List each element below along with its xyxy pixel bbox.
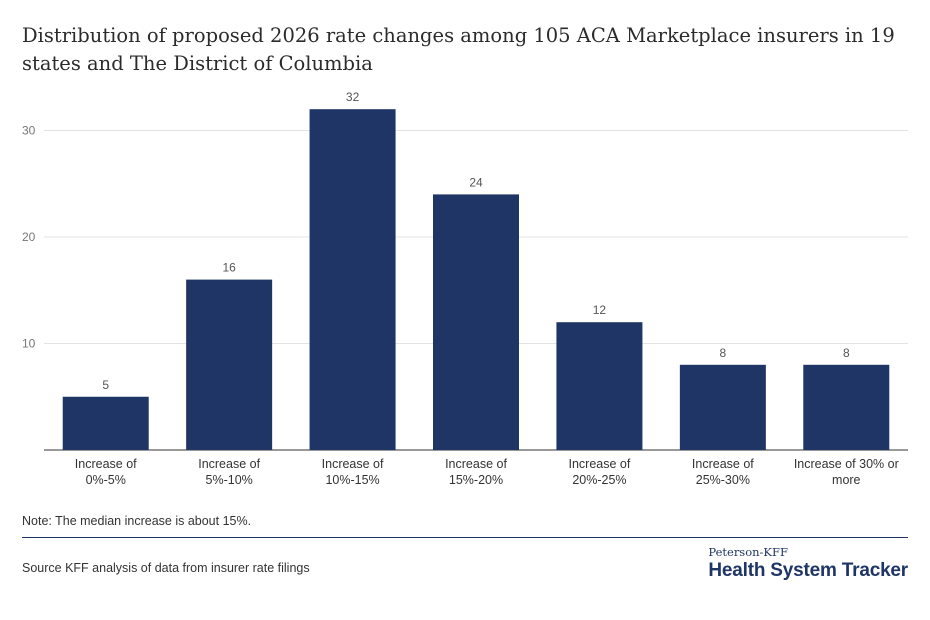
data-label: 8	[720, 346, 727, 360]
x-tick-label-line: 15%-20%	[449, 473, 503, 487]
y-axis-ticks: 10 20 30	[22, 124, 36, 351]
logo-main-text: Health System Tracker	[708, 560, 908, 581]
brand-logo[interactable]: Peterson-KFF Health System Tracker	[708, 545, 908, 582]
x-tick-label-line: Increase of 30% or	[794, 457, 899, 471]
x-tick-label-line: 20%-25%	[572, 473, 626, 487]
footer-divider	[22, 537, 908, 538]
x-axis-labels: Increase of 0%-5%Increase of 5%-10%Increas…	[75, 457, 899, 487]
x-tick-label: Increase of 0%-5%	[75, 457, 137, 487]
data-label: 5	[102, 378, 109, 392]
x-tick-label-line: Increase of	[569, 457, 631, 471]
data-label: 24	[469, 175, 483, 189]
x-tick-label-line: Increase of	[692, 457, 754, 471]
bar[interactable]	[186, 279, 273, 450]
chart-source: Source KFF analysis of data from insurer…	[22, 561, 310, 575]
x-tick-label: Increase of 30% or more	[794, 457, 899, 487]
bar[interactable]	[803, 364, 890, 450]
data-label: 32	[346, 90, 360, 104]
x-tick-label-line: 5%-10%	[206, 473, 253, 487]
bar[interactable]	[556, 322, 643, 450]
bar[interactable]	[62, 396, 149, 450]
x-tick-label-line: 0%-5%	[86, 473, 126, 487]
data-label: 16	[222, 261, 236, 275]
bar[interactable]	[433, 194, 519, 450]
data-label: 8	[843, 346, 850, 360]
x-tick-label: Increase of 15%-20%	[445, 457, 507, 487]
x-tick-label-line: Increase of	[198, 457, 260, 471]
x-tick-label-line: Increase of	[445, 457, 507, 471]
data-labels: 5 16 32 24 12 8 8	[102, 90, 850, 392]
bar[interactable]	[309, 109, 396, 450]
chart-title: Distribution of proposed 2026 rate chang…	[22, 24, 895, 75]
x-tick-label: Increase of 20%-25%	[569, 457, 631, 487]
x-tick-label-line: Increase of	[322, 457, 384, 471]
x-tick-label-line: 25%-30%	[696, 473, 750, 487]
y-tick-label: 10	[22, 337, 36, 351]
chart-note: Note: The median increase is about 15%.	[22, 514, 252, 528]
y-tick-label: 20	[22, 230, 36, 244]
x-tick-label-line: Increase of	[75, 457, 137, 471]
data-label: 12	[593, 303, 607, 317]
x-tick-label: Increase of 5%-10%	[198, 457, 260, 487]
logo-top-text: Peterson-KFF	[708, 545, 788, 559]
x-tick-label: Increase of 25%-30%	[692, 457, 754, 487]
x-tick-label: Increase of 10%-15%	[322, 457, 384, 487]
bar[interactable]	[679, 364, 766, 450]
x-tick-label-line: more	[832, 473, 861, 487]
bars	[62, 109, 890, 450]
y-tick-label: 30	[22, 124, 36, 138]
x-tick-label-line: 10%-15%	[325, 473, 379, 487]
